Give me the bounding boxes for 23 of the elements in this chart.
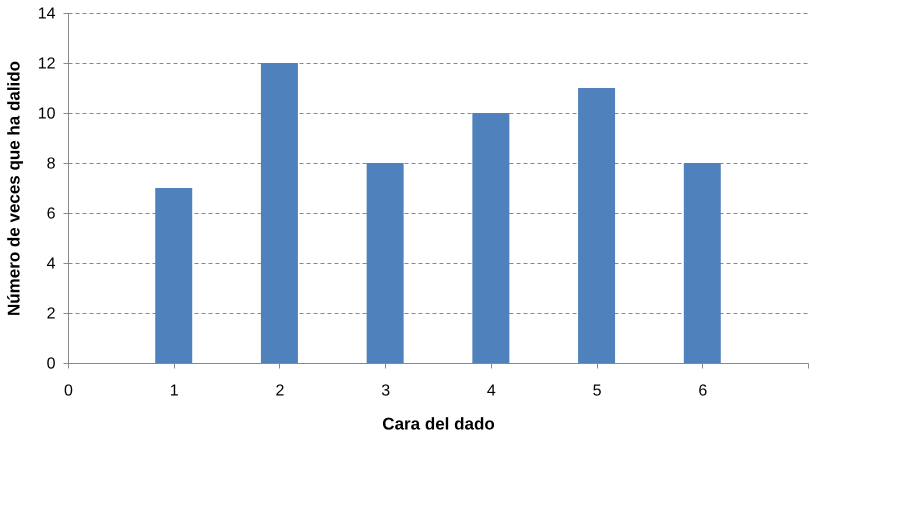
bar: [155, 188, 192, 363]
y-tick-label: 6: [46, 206, 56, 222]
x-tick-label: 6: [698, 382, 708, 400]
x-tick-label: 2: [275, 382, 284, 400]
y-tick-label: 0: [46, 356, 56, 372]
y-tick-label: 10: [38, 106, 56, 122]
x-tick-label: 4: [486, 382, 496, 400]
x-tick-label: 0: [64, 382, 74, 400]
x-tick-label: 5: [592, 382, 602, 400]
bar: [366, 163, 404, 363]
y-tick-label: 4: [46, 256, 56, 272]
y-axis-title: Número de veces que ha dalido: [4, 60, 24, 316]
y-tick-label: 12: [38, 56, 56, 72]
y-tick-label: 14: [38, 6, 56, 22]
bar: [578, 88, 616, 363]
x-tick-label: 1: [170, 382, 179, 400]
bar: [684, 163, 721, 363]
bar: [260, 63, 298, 363]
x-tick-label: 3: [381, 382, 390, 400]
y-tick-label: 2: [46, 306, 56, 322]
x-axis-title: Cara del dado: [382, 414, 495, 434]
bar: [472, 113, 510, 363]
y-tick-label: 8: [46, 156, 56, 172]
